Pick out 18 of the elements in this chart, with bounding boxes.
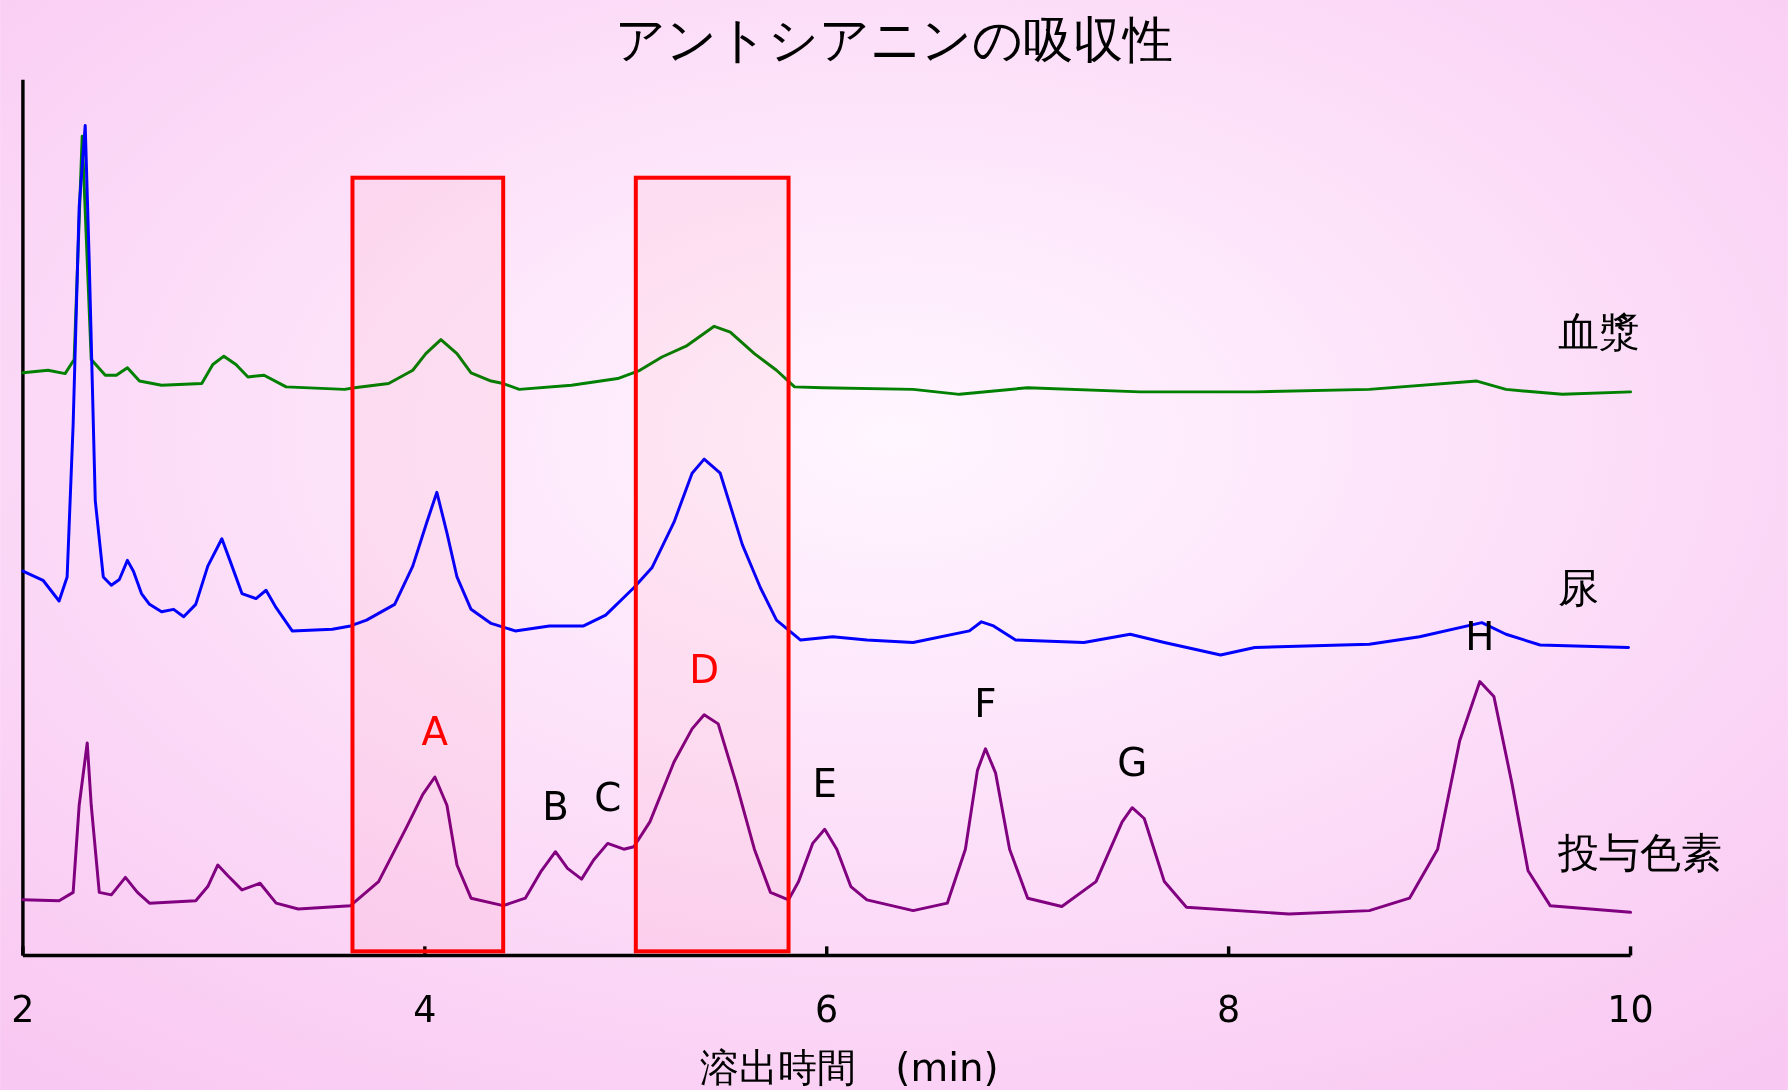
annotation: D xyxy=(689,646,720,692)
annotation: C xyxy=(594,775,622,821)
annotation: G xyxy=(1117,739,1148,785)
title: アントシアニンの吸収性 xyxy=(615,10,1173,69)
annotation: F xyxy=(974,680,997,726)
x-tick-label: 10 xyxy=(1607,987,1654,1031)
series-label: 尿 xyxy=(1558,563,1600,612)
annotation: E xyxy=(812,761,837,807)
x-tick-label: 4 xyxy=(413,987,437,1031)
xlabel: 溶出時間 (min) xyxy=(700,1044,999,1090)
x-tick-label: 8 xyxy=(1217,987,1241,1031)
x-tick-label: 6 xyxy=(815,987,839,1031)
annotation: H xyxy=(1465,613,1495,659)
annotation: B xyxy=(542,783,569,829)
series-label: 投与色素 xyxy=(1558,828,1723,877)
annotation: A xyxy=(421,709,449,755)
series-label: 血漿 xyxy=(1558,308,1641,357)
x-tick-label: 2 xyxy=(11,987,35,1031)
